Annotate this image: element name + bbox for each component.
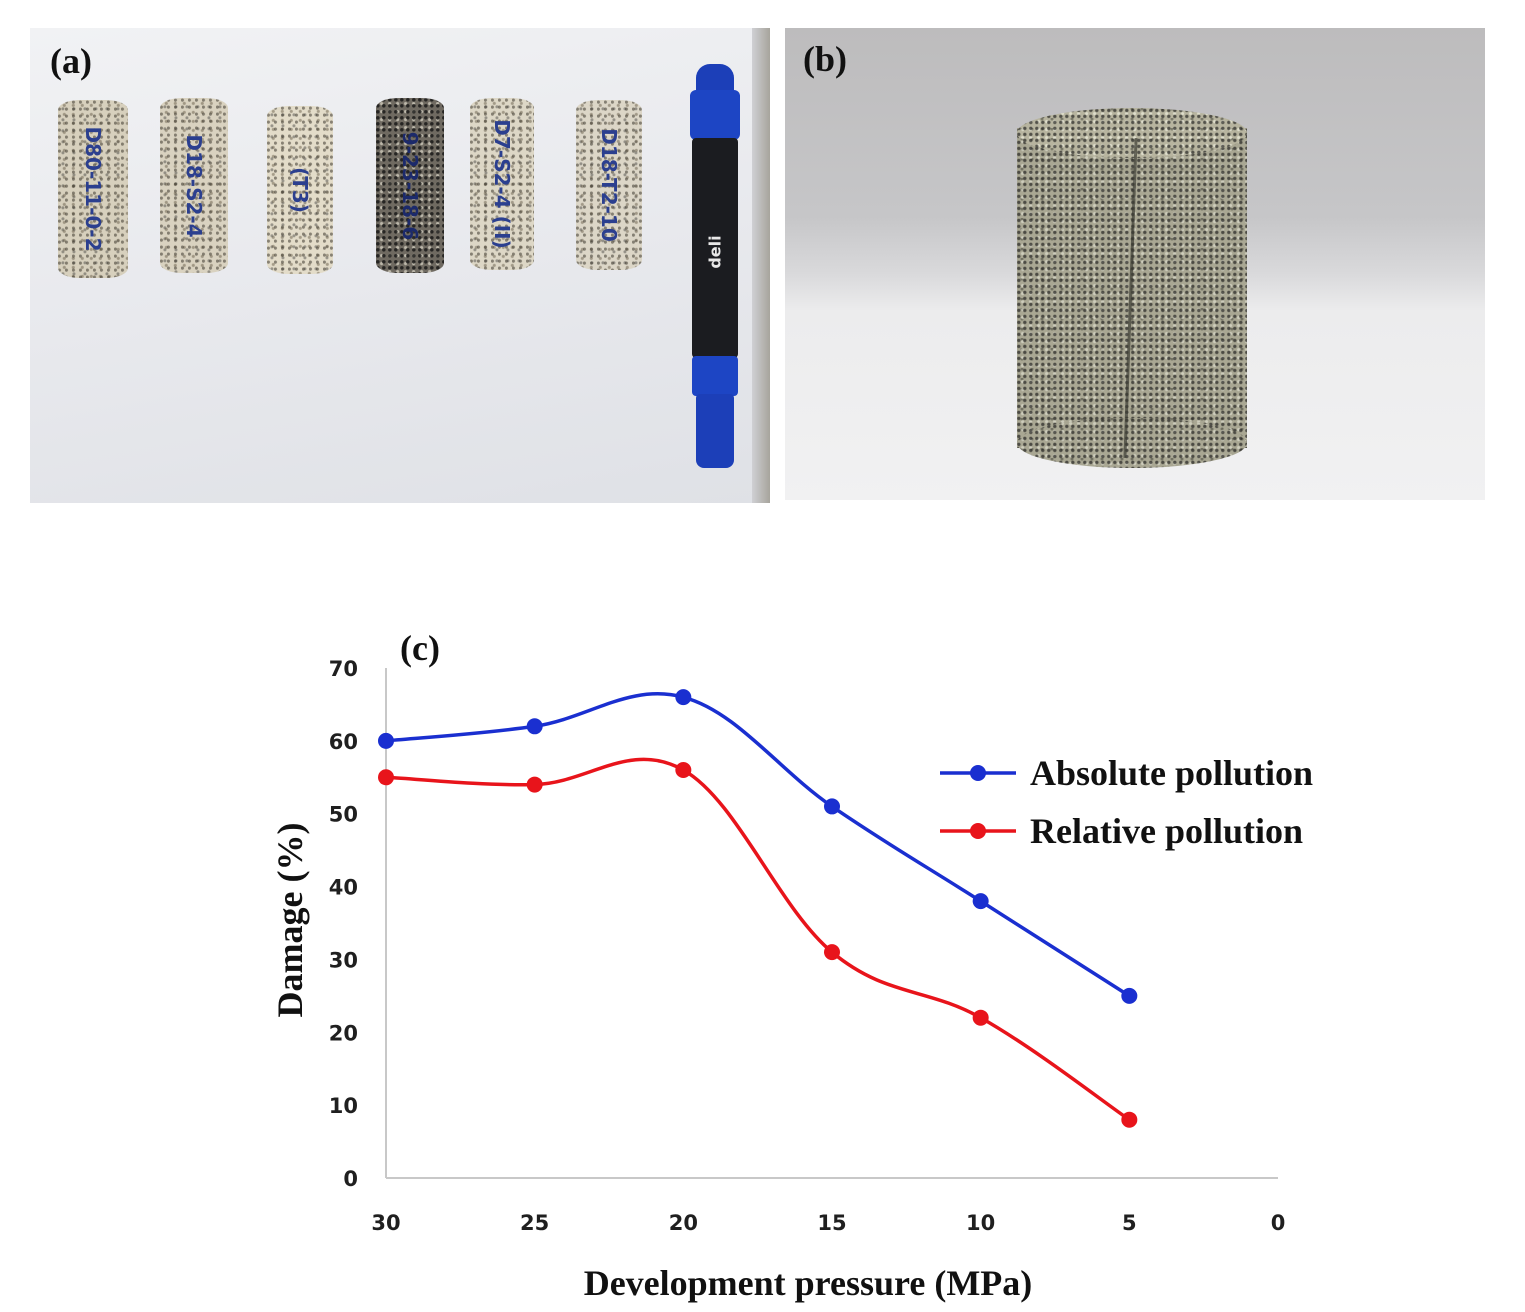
rock-core-6: D18-T2-10 — [576, 100, 642, 270]
y-tick-label: 0 — [343, 1167, 358, 1191]
data-point-relative-pollution — [824, 944, 840, 961]
data-point-relative-pollution — [972, 1009, 989, 1026]
x-tick-label: 15 — [817, 1211, 846, 1235]
x-tick-label: 25 — [520, 1211, 549, 1235]
data-point-relative-pollution — [1121, 1111, 1138, 1128]
data-point-absolute-pollution — [526, 718, 543, 735]
y-tick-label: 50 — [329, 803, 358, 827]
y-tick-label: 70 — [329, 657, 358, 681]
data-point-absolute-pollution — [1121, 987, 1138, 1004]
data-point-relative-pollution — [675, 762, 692, 778]
y-tick-label: 10 — [329, 1094, 358, 1118]
x-tick-label: 0 — [1271, 1211, 1286, 1235]
y-tick-label: 40 — [329, 876, 358, 900]
data-point-absolute-pollution — [675, 689, 692, 706]
chart-legend: Absolute pollution Relative pollution — [940, 753, 1313, 851]
series-line-absolute-pollution — [385, 692, 1131, 998]
data-point-relative-pollution — [526, 776, 543, 793]
y-tick-label: 30 — [329, 948, 358, 972]
legend-label-absolute-pollution: Absolute pollution — [1030, 753, 1313, 793]
data-point-absolute-pollution — [972, 893, 989, 910]
y-tick-label: 20 — [329, 1021, 358, 1045]
x-tick-label: 5 — [1122, 1211, 1137, 1235]
legend-marker-relative-pollution — [970, 823, 986, 839]
data-point-absolute-pollution — [824, 798, 840, 815]
y-tick-label: 60 — [329, 730, 358, 754]
data-point-relative-pollution — [378, 769, 394, 786]
rock-core-3: (T3) — [267, 106, 333, 274]
paper-edge — [752, 28, 770, 503]
series-line-relative-pollution — [385, 757, 1131, 1122]
legend-label-relative-pollution: Relative pollution — [1030, 811, 1303, 851]
x-axis-title: Development pressure (MPa) — [584, 1263, 1033, 1303]
rock-core-4: 9-23-18-6 — [376, 98, 444, 273]
data-point-absolute-pollution — [378, 732, 394, 749]
photo-panel-b: (b) — [785, 28, 1485, 500]
photo-panel-a: (a) D80-11-0-2 D18-S2-4 (T3) 9-23-18-6 D… — [30, 28, 770, 503]
panel-label-a: (a) — [50, 41, 92, 81]
chart-series — [378, 689, 1138, 1128]
rock-core-large — [1017, 108, 1247, 468]
x-tick-label: 30 — [371, 1211, 400, 1235]
y-axis-title: Damage (%) — [270, 823, 310, 1018]
rock-core-2: D18-S2-4 — [160, 98, 228, 273]
panel-label-b: (b) — [803, 39, 847, 79]
marker-pen: deli — [690, 64, 746, 469]
rock-core-5: D7-S2-4 (II) — [470, 98, 534, 270]
panel-label-c: (c) — [400, 628, 440, 668]
rock-core-1: D80-11-0-2 — [58, 100, 128, 278]
x-tick-label: 20 — [669, 1211, 698, 1235]
legend-marker-absolute-pollution — [970, 765, 986, 781]
x-tick-label: 10 — [966, 1211, 995, 1235]
